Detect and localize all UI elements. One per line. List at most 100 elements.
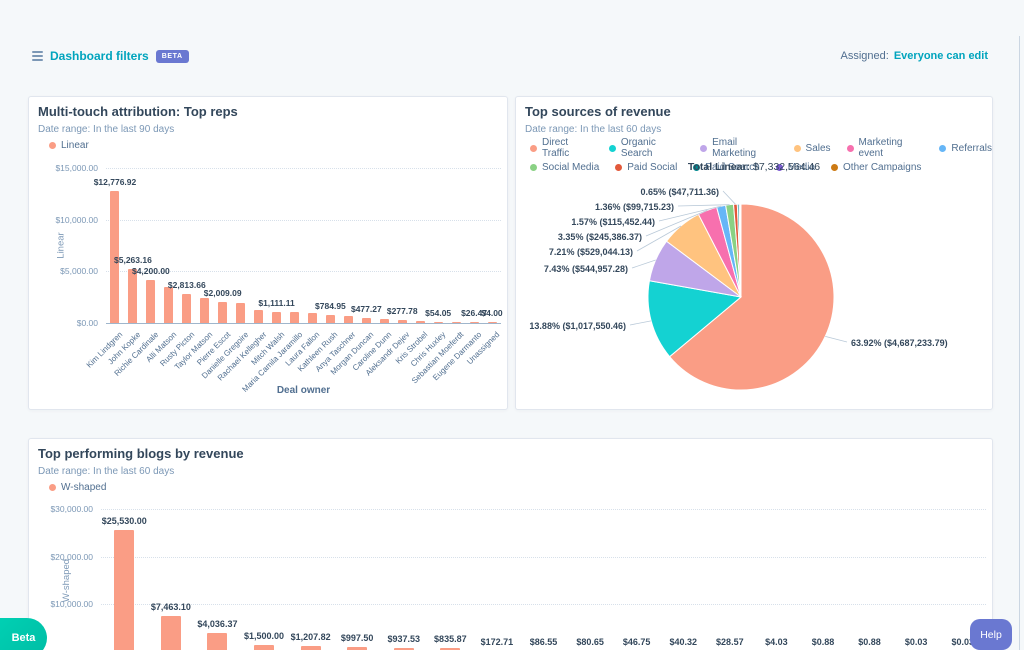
bar-Eugene Darmanto[interactable] xyxy=(469,321,479,323)
legend-label: Paid Search xyxy=(705,162,760,173)
bar-Taylor Matson[interactable] xyxy=(200,297,210,323)
card-revenue-sources: Top sources of revenue Date range: In th… xyxy=(515,96,993,410)
bar-value-label: $1,111.11 xyxy=(258,297,295,308)
help-button[interactable]: Help xyxy=(970,619,1012,650)
bar-value-label: $5,263.16 xyxy=(114,254,152,265)
beta-fab-button[interactable]: Beta xyxy=(0,618,47,650)
pie-slice-label: 3.35% ($245,386.37) xyxy=(558,232,642,242)
pie-label-connector xyxy=(631,259,656,269)
bar-value-label: $25,530.00 xyxy=(101,516,147,527)
pie-slice-organic-search[interactable] xyxy=(647,280,743,358)
dashboard-filters-toggle[interactable]: Dashboard filters BETA xyxy=(32,49,189,63)
bar-Caroline Dunn[interactable] xyxy=(379,319,389,323)
legend-item-email-marketing[interactable]: Email Marketing xyxy=(700,137,777,159)
y-tick-label: $15,000.00 xyxy=(55,163,98,173)
bar-value-label: $40.32 xyxy=(669,637,697,647)
bar-value-label: $80.65 xyxy=(576,637,604,647)
legend-label: Linear xyxy=(61,140,89,151)
bar-value-label: $86.55 xyxy=(529,637,558,647)
pie-slice-direct-traffic[interactable] xyxy=(668,203,835,391)
y-axis-title: Linear xyxy=(55,232,67,259)
beta-badge: BETA xyxy=(155,49,189,63)
legend-item-media[interactable]: Media xyxy=(775,162,815,173)
bar-Mitch Walsh[interactable] xyxy=(272,311,282,323)
bar-item-3[interactable] xyxy=(207,632,228,650)
legend-item-paid-social[interactable]: Paid Social xyxy=(615,162,677,173)
bar-item-1[interactable] xyxy=(114,530,135,650)
pie-slice-label: 1.57% ($115,452.44) xyxy=(571,217,655,227)
bar-Danielle Gregoire[interactable] xyxy=(236,303,246,323)
legend-dot xyxy=(793,144,801,152)
bar-John Kopke[interactable] xyxy=(128,268,138,323)
gridline xyxy=(101,509,986,510)
pie-slice-label: 0.65% ($47,711.36) xyxy=(640,187,719,197)
bar-value-label: $28.57 xyxy=(716,637,744,647)
bar-Rusty Picton[interactable] xyxy=(182,293,192,323)
bar-Unassigned[interactable] xyxy=(487,321,497,323)
card-top-blogs: Top performing blogs by revenue Date ran… xyxy=(28,438,993,650)
bar-value-label: $46.75 xyxy=(622,637,651,647)
legend-label: Social Media xyxy=(542,162,600,173)
bar-value-label: $0.88 xyxy=(811,637,835,647)
pie-legend: Direct Traffic Organic Search Email Market… xyxy=(530,137,992,173)
bar-item-6[interactable] xyxy=(347,647,368,650)
pie-label-connector xyxy=(629,320,652,326)
legend-item-w-shaped[interactable]: W-shaped xyxy=(49,482,106,493)
bar-Aleksandr Dejev[interactable] xyxy=(397,320,407,323)
legend-item-paid-search[interactable]: Paid Search xyxy=(693,162,760,173)
bar-Chris Huxley[interactable] xyxy=(433,321,443,323)
bar-Sebastian Moeferdt[interactable] xyxy=(451,321,461,323)
total-linear-label: Total Linear: xyxy=(687,161,751,173)
bar-value-label: $2,813.66 xyxy=(167,279,206,290)
dashboard-filters-label: Dashboard filters xyxy=(50,49,149,63)
chart-date-range-top-reps: Date range: In the last 90 days xyxy=(38,124,175,135)
bar-value-label: $172.71 xyxy=(480,637,514,647)
legend-item-organic-search[interactable]: Organic Search xyxy=(608,137,684,159)
legend-item-referrals[interactable]: Referrals xyxy=(939,137,992,159)
pie-slice-label: 7.21% ($529,044.13) xyxy=(549,247,633,257)
pie-label-connector xyxy=(636,225,682,252)
bar-Pierre Escot[interactable] xyxy=(218,302,228,323)
bar-item-7[interactable] xyxy=(393,647,414,650)
bar-Rachael Kellegher[interactable] xyxy=(254,309,264,323)
pie-slice-label: 13.88% ($1,017,550.46) xyxy=(529,321,626,331)
pie-label-connector xyxy=(645,209,708,237)
bar-Kris Strobel[interactable] xyxy=(415,321,425,323)
pie-chart-revenue-sources: 63.92% ($4,687,233.79) 13.88% ($1,017,550… xyxy=(529,187,948,391)
bar-value-label: $0.03 xyxy=(904,637,928,647)
legend-label: Email Marketing xyxy=(712,137,757,159)
bar-value-label: $1,207.82 xyxy=(290,632,331,643)
bar-Kathleen Rush[interactable] xyxy=(325,314,335,323)
bar-value-label: $2,009.09 xyxy=(203,288,242,299)
bar-item-4[interactable] xyxy=(254,644,275,650)
legend-item-marketing-event[interactable]: Marketing event xyxy=(846,137,924,159)
assigned-permission-link[interactable]: Everyone can edit xyxy=(893,50,988,62)
legend-dot xyxy=(846,144,854,152)
y-tick-label: $0.00 xyxy=(76,318,98,328)
pie-slice-label: 1.36% ($99,715.23) xyxy=(595,202,674,212)
pie-slice-other-campaigns[interactable] xyxy=(739,203,742,298)
bar-Anya Taschner[interactable] xyxy=(343,316,353,323)
bar-Morgan Duncan[interactable] xyxy=(361,318,371,323)
bar-item-8[interactable] xyxy=(440,648,461,650)
bar-item-2[interactable] xyxy=(160,616,181,650)
bar-Kim Lindgren[interactable] xyxy=(110,190,120,323)
chart-title-top-reps: Multi-touch attribution: Top reps xyxy=(38,104,238,119)
legend-item-social-media[interactable]: Social Media xyxy=(530,162,599,173)
legend-item-sales[interactable]: Sales xyxy=(793,137,831,159)
legend-item-linear[interactable]: Linear xyxy=(49,140,89,151)
bar-Maria Camila Jaramillo[interactable] xyxy=(290,312,300,323)
gridline xyxy=(106,323,501,324)
bar-item-5[interactable] xyxy=(300,646,321,650)
legend-dot xyxy=(939,144,947,152)
legend-item-direct-traffic[interactable]: Direct Traffic xyxy=(530,137,593,159)
legend-item-other-campaigns[interactable]: Other Campaigns xyxy=(831,162,921,173)
gridline xyxy=(106,219,501,221)
bar-Alli Matson[interactable] xyxy=(164,287,174,323)
legend-label: Direct Traffic xyxy=(542,137,570,159)
gridline xyxy=(101,556,986,558)
legend-dot xyxy=(831,164,839,171)
bar-Richie Cardinale[interactable] xyxy=(146,279,156,323)
y-tick-label: $30,000.00 xyxy=(50,504,93,514)
bar-Laura Fallon[interactable] xyxy=(307,313,317,323)
